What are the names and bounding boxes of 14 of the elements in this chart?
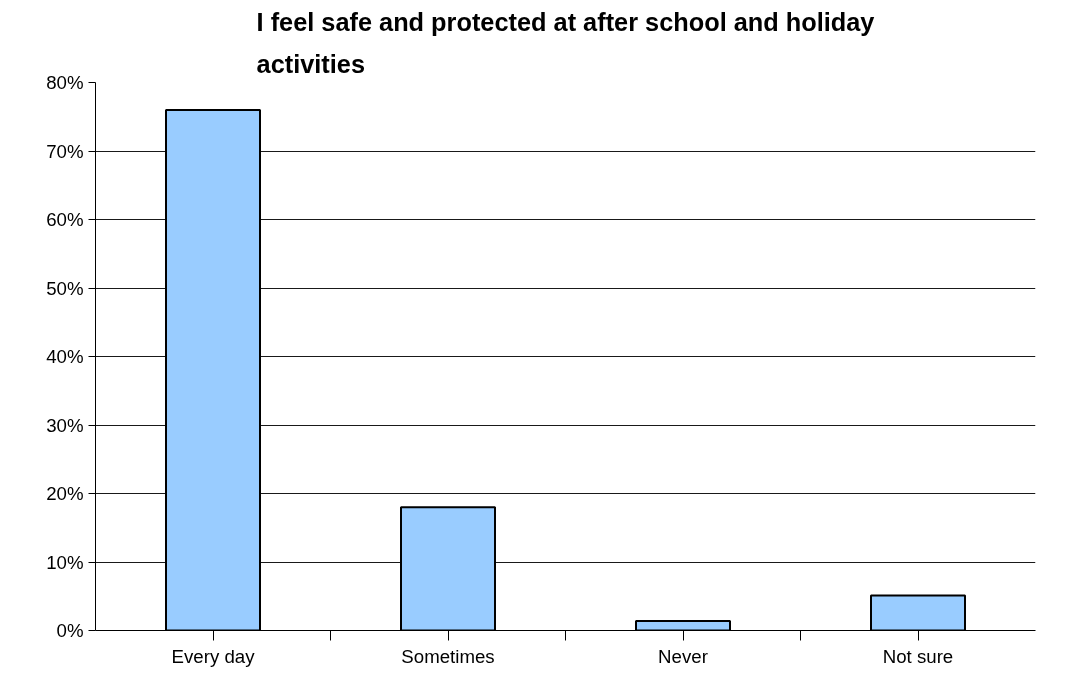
y-tick-label: 30% xyxy=(46,414,84,436)
y-tick-label: 40% xyxy=(46,346,84,367)
y-tick-label: 20% xyxy=(46,483,84,504)
y-tick-label: 80% xyxy=(46,72,84,93)
x-tick-label: Never xyxy=(658,645,708,667)
x-tick-label: Every day xyxy=(171,645,256,667)
y-tick-label: 0% xyxy=(56,620,84,641)
y-tick-label: 50% xyxy=(46,277,84,299)
y-tick-label: 60% xyxy=(46,209,84,230)
chart-title: I feel safe and protected at after school and holiday activities xyxy=(256,7,875,78)
x-tick-label: Not sure xyxy=(882,645,954,667)
y-tick-label: 70% xyxy=(46,140,84,162)
y-tick-label: 10% xyxy=(46,551,84,573)
x-tick-label: Sometimes xyxy=(401,645,495,667)
